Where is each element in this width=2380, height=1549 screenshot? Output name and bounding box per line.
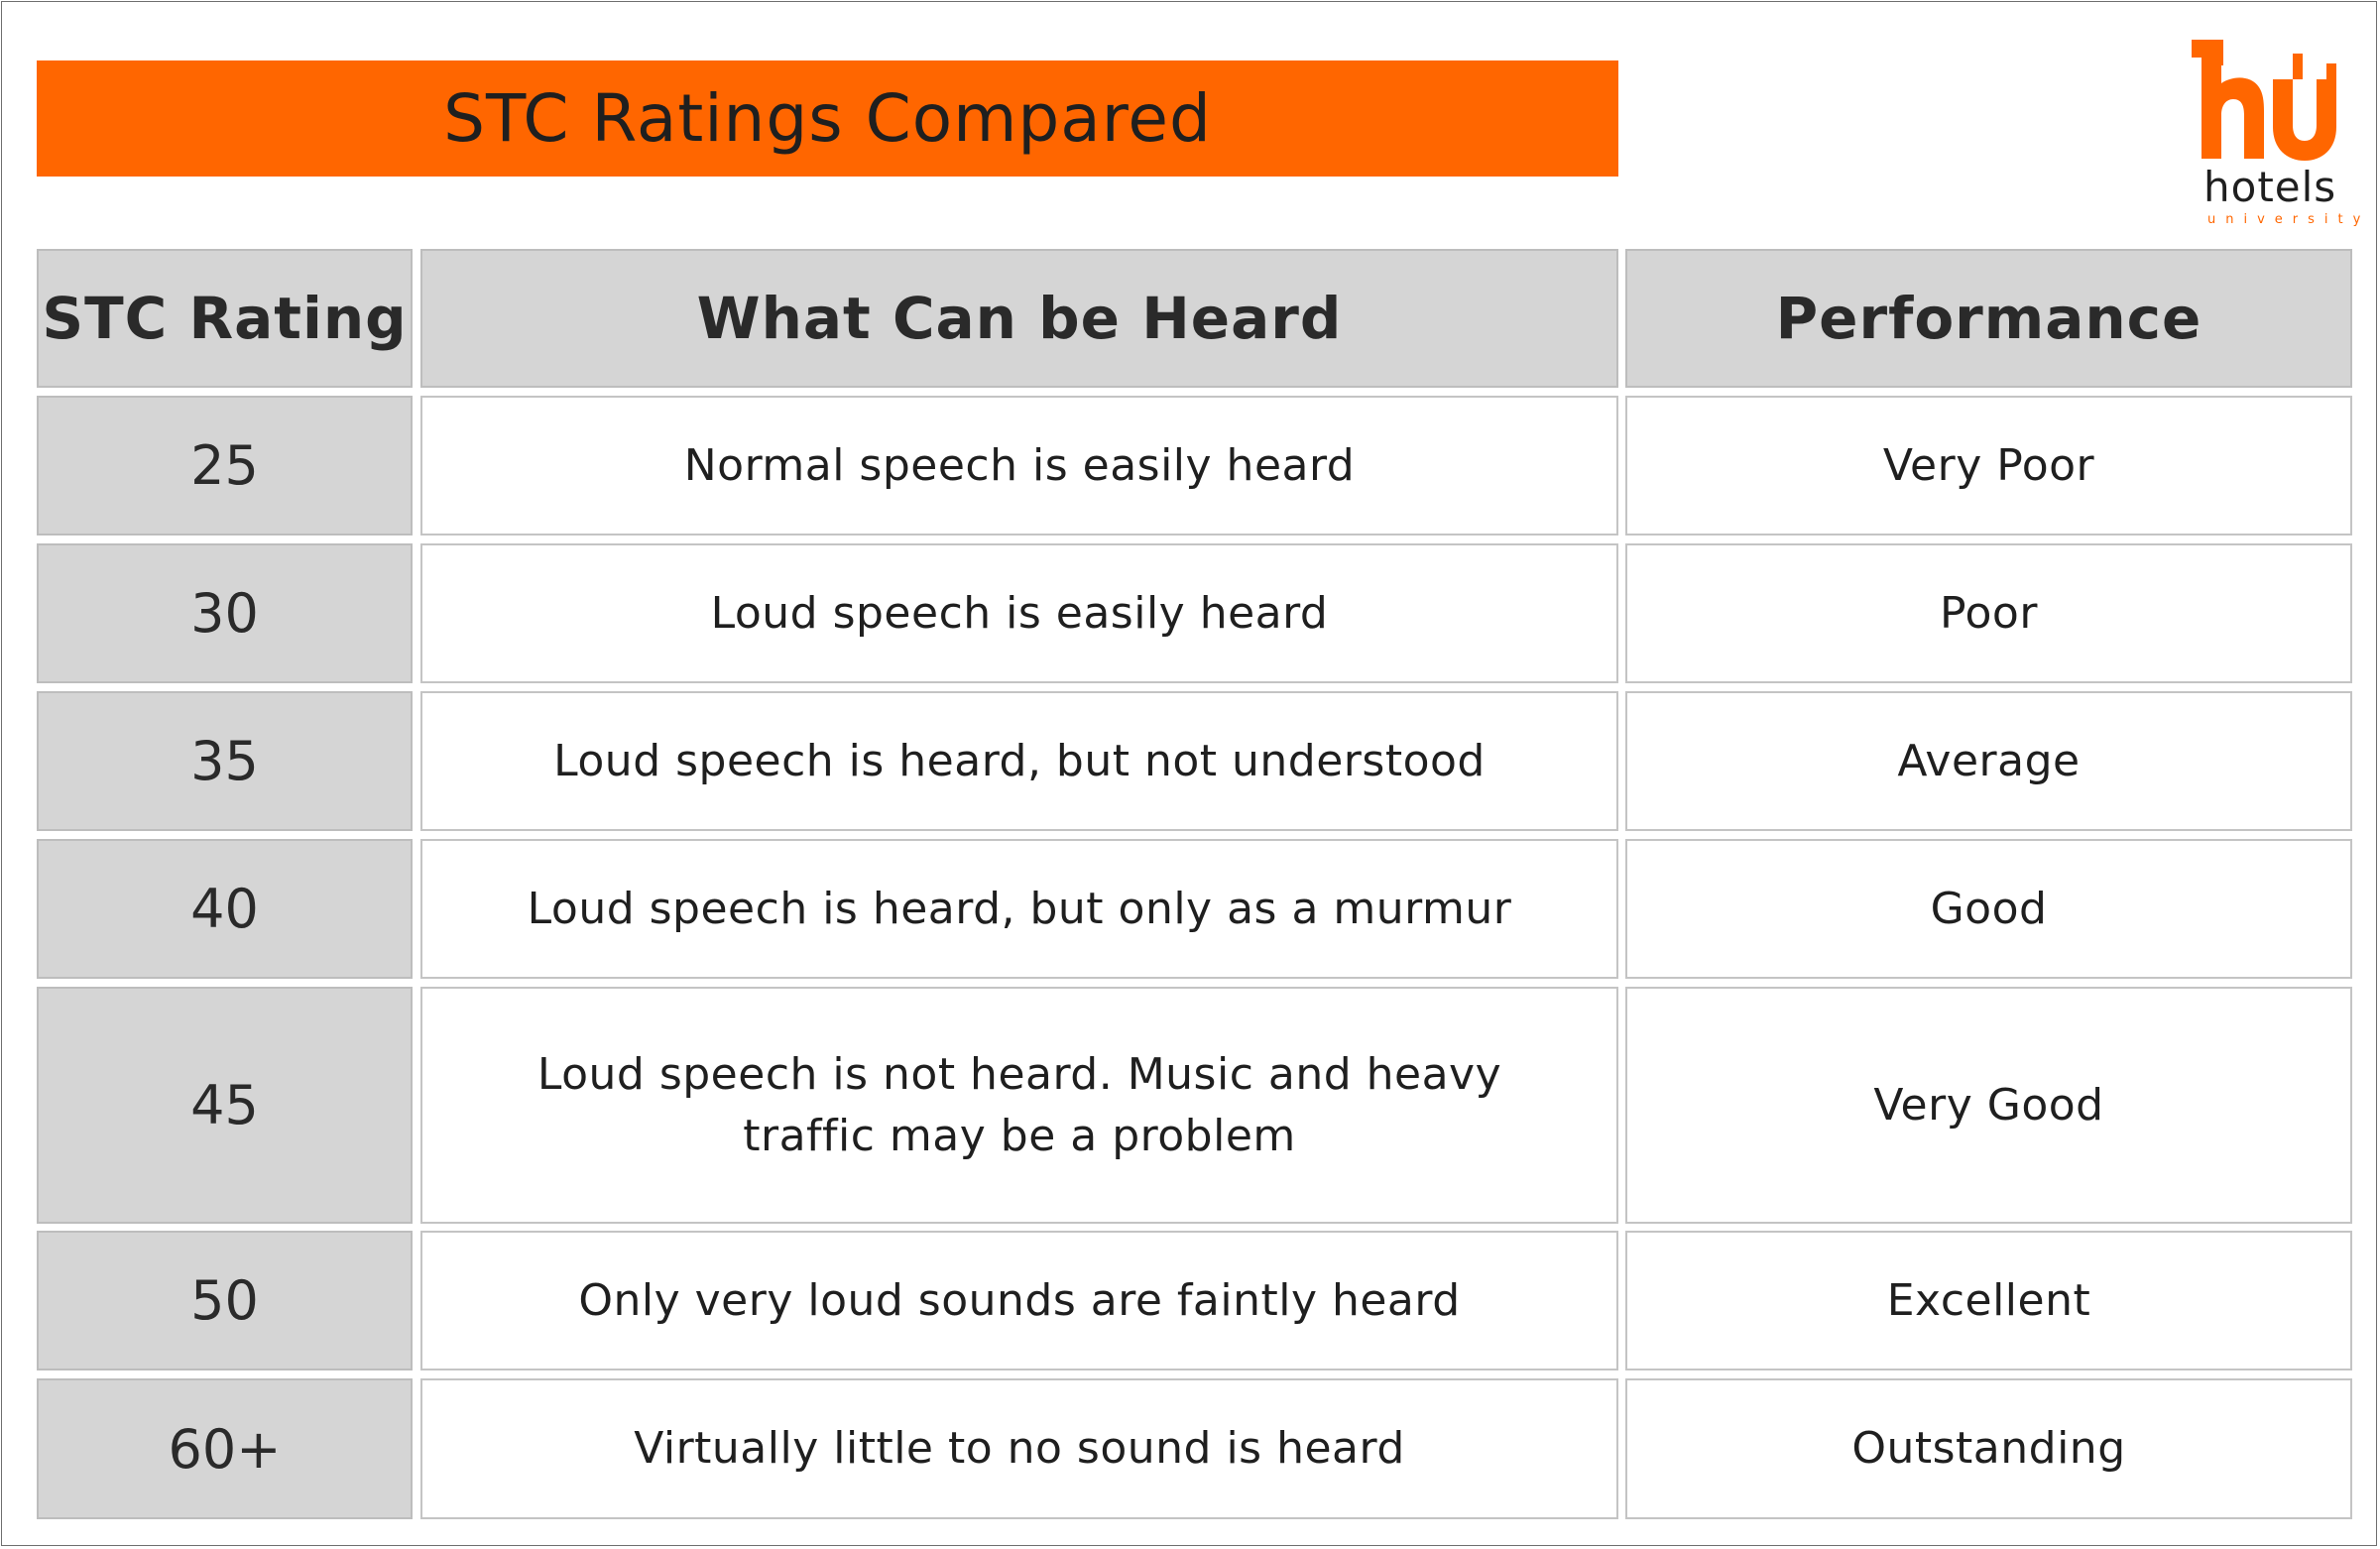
rating-value: 35	[190, 730, 259, 792]
table-row-rating: 45	[37, 987, 413, 1224]
table-row-performance: Poor	[1625, 543, 2352, 683]
table-row-heard: Loud speech is heard, but only as a murm…	[420, 839, 1618, 979]
table-row-performance: Excellent	[1625, 1231, 2352, 1370]
heard-description: Loud speech is easily heard	[710, 587, 1329, 639]
header-stc-rating: STC Rating	[37, 249, 413, 388]
header-what-can-be-heard: What Can be Heard	[420, 249, 1618, 388]
hotels-university-logo: hotels university	[2182, 36, 2360, 227]
header-label: What Can be Heard	[696, 285, 1343, 352]
header-label: Performance	[1775, 285, 2202, 352]
table-row-heard: Loud speech is heard, but not understood	[420, 691, 1618, 831]
table-row-performance: Very Poor	[1625, 396, 2352, 536]
performance-value: Poor	[1940, 587, 2038, 639]
rating-value: 30	[190, 582, 259, 645]
logo-subtitle: university	[2207, 212, 2371, 227]
performance-value: Average	[1897, 735, 2081, 786]
table-row-heard: Only very loud sounds are faintly heard	[420, 1231, 1618, 1370]
header-performance: Performance	[1625, 249, 2352, 388]
performance-value: Good	[1930, 883, 2048, 934]
table-row-performance: Very Good	[1625, 987, 2352, 1224]
heard-description: Loud speech is heard, but not understood	[553, 735, 1486, 786]
table-row-heard: Virtually little to no sound is heard	[420, 1378, 1618, 1519]
performance-value: Outstanding	[1851, 1423, 2126, 1474]
table-row-rating: 35	[37, 691, 413, 831]
performance-value: Excellent	[1886, 1274, 2091, 1326]
table-row-performance: Average	[1625, 691, 2352, 831]
rating-value: 60+	[168, 1417, 282, 1481]
table-row-rating: 30	[37, 543, 413, 683]
heard-description: Loud speech is not heard. Music and heav…	[536, 1048, 1502, 1161]
rating-value: 45	[190, 1074, 259, 1136]
table-row-heard: Loud speech is not heard. Music and heav…	[420, 987, 1618, 1224]
table-row-rating: 40	[37, 839, 413, 979]
page-title: STC Ratings Compared	[443, 80, 1212, 157]
heard-description: Normal speech is easily heard	[683, 439, 1356, 491]
table-row-heard: Normal speech is easily heard	[420, 396, 1618, 536]
heard-description: Only very loud sounds are faintly heard	[578, 1274, 1461, 1326]
performance-value: Very Poor	[1882, 439, 2095, 491]
table-row-rating: 25	[37, 396, 413, 536]
rating-value: 50	[190, 1269, 259, 1332]
table-row-performance: Outstanding	[1625, 1378, 2352, 1519]
logo-wordmark: hotels	[2203, 163, 2337, 211]
table-row-performance: Good	[1625, 839, 2352, 979]
hu-logo-icon	[2192, 40, 2336, 161]
rating-value: 40	[190, 878, 259, 940]
performance-value: Very Good	[1873, 1079, 2104, 1131]
title-banner: STC Ratings Compared	[37, 60, 1618, 177]
rating-value: 25	[190, 434, 259, 497]
header-label: STC Rating	[42, 285, 408, 352]
heard-description: Loud speech is heard, but only as a murm…	[527, 883, 1512, 934]
table-row-heard: Loud speech is easily heard	[420, 543, 1618, 683]
heard-description: Virtually little to no sound is heard	[634, 1423, 1405, 1474]
table-row-rating: 50	[37, 1231, 413, 1370]
table-row-rating: 60+	[37, 1378, 413, 1519]
